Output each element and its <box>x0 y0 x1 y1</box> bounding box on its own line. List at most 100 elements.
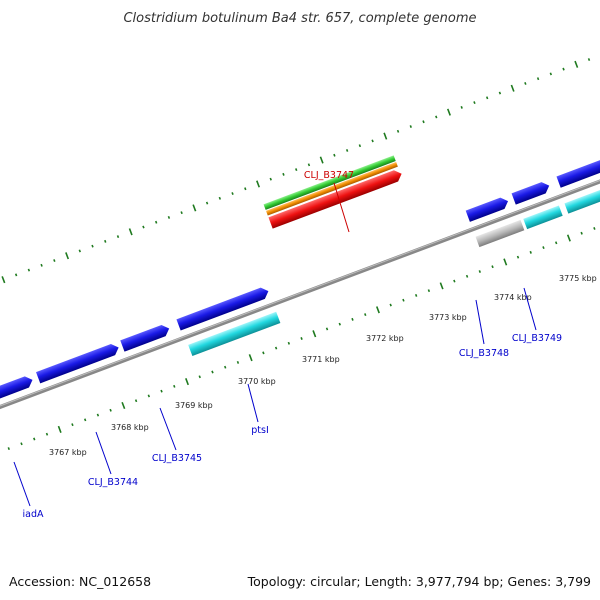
outer-ring-major-tick <box>256 180 261 188</box>
outer-ring-minor-tick <box>562 67 565 71</box>
gene-leaders <box>13 182 537 507</box>
outer-ring-major-tick <box>319 156 324 164</box>
inner-ring-major-tick <box>57 425 62 433</box>
inner-ring-minor-tick <box>211 370 214 374</box>
genome-backbone-highlight <box>0 166 600 414</box>
inner-ring-minor-tick <box>427 289 431 293</box>
inner-ring-minor-tick <box>580 231 583 235</box>
kbp-label-3767: 3767 kbp <box>49 448 87 457</box>
outer-ring-minor-tick <box>40 263 43 267</box>
outer-ring-minor-tick <box>473 101 476 105</box>
outer-ring-minor-tick <box>180 211 183 215</box>
kbp-axis: 3767 kbp 3768 kbp 3769 kbp 3770 kbp 3771… <box>49 274 597 457</box>
leader-iada <box>13 461 31 507</box>
genome-summary-text: Topology: circular; Length: 3,977,794 bp… <box>247 574 591 589</box>
outer-ring-minor-tick <box>295 168 298 172</box>
outer-ring-minor-tick <box>435 115 438 119</box>
outer-ring-minor-tick <box>53 259 56 262</box>
inner-ring-major-tick <box>312 330 317 338</box>
inner-ring-major-tick <box>121 401 126 410</box>
gene-label-clj-b3747[interactable]: CLJ_B3747 <box>304 170 354 181</box>
outer-ring-minor-tick <box>485 96 489 100</box>
inner-ring-minor-tick <box>109 408 112 412</box>
leader-clj-b3747 <box>333 182 350 233</box>
genome-title: Clostridium botulinum Ba4 str. 657, comp… <box>123 11 476 26</box>
inner-ring-minor-tick <box>147 394 151 398</box>
inner-ring-minor-tick <box>325 327 329 331</box>
kbp-label-3772: 3772 kbp <box>366 334 404 343</box>
outer-ring-major-tick <box>383 132 388 140</box>
gene-label-clj-b3744[interactable]: CLJ_B3744 <box>88 477 138 488</box>
kbp-label-3771: 3771 kbp <box>302 355 340 364</box>
outer-ring-minor-tick <box>205 201 209 205</box>
outer-ring-minor-tick <box>422 120 425 124</box>
gene-label-clj-b3745[interactable]: CLJ_B3745 <box>152 453 202 464</box>
inner-ring-minor-tick <box>287 341 291 345</box>
inner-ring-minor-tick <box>262 351 265 355</box>
inner-ring-minor-tick <box>7 447 10 451</box>
outer-ring-minor-tick <box>154 220 158 224</box>
leader-clj-b3749 <box>523 287 537 331</box>
inner-ring-minor-tick <box>555 241 558 245</box>
outer-ring-minor-tick <box>244 187 247 191</box>
gene-label-clj-b3748[interactable]: CLJ_B3748 <box>459 348 509 359</box>
outer-ring-minor-tick <box>218 196 222 200</box>
kbp-label-3773: 3773 kbp <box>429 313 467 322</box>
outer-ring-minor-tick <box>167 215 171 219</box>
gene-forward-3 <box>120 324 170 352</box>
outer-ring-minor-tick <box>498 91 502 95</box>
outer-ring-major-tick <box>192 204 197 212</box>
outer-ring-minor-tick <box>231 192 234 195</box>
inner-tick-ring <box>7 227 596 451</box>
gene-label-clj-b3749[interactable]: CLJ_B3749 <box>512 333 562 344</box>
inner-ring-minor-tick <box>173 384 176 388</box>
inner-ring-minor-tick <box>478 270 482 273</box>
inner-ring-minor-tick <box>529 250 532 254</box>
inner-ring-minor-tick <box>300 337 303 340</box>
outer-ring-minor-tick <box>282 172 285 176</box>
outer-ring-minor-tick <box>345 149 349 152</box>
inner-ring-minor-tick <box>465 274 469 278</box>
rna-gene-green <box>263 155 396 210</box>
gene-label-iada[interactable]: iadA <box>23 509 44 520</box>
outer-ring-minor-tick <box>524 82 527 85</box>
inner-ring-minor-tick <box>134 399 138 403</box>
outer-ring-minor-tick <box>307 163 311 167</box>
leader-ptsi <box>247 383 259 423</box>
inner-ring-major-tick <box>248 354 253 362</box>
outer-ring-major-tick <box>446 108 451 116</box>
gene-clj-b3749-cyan-2 <box>564 182 600 214</box>
outer-ring-minor-tick <box>371 139 374 143</box>
inner-ring-minor-tick <box>402 298 405 302</box>
inner-ring-minor-tick <box>542 246 545 250</box>
kbp-label-3770: 3770 kbp <box>238 377 276 386</box>
inner-ring-minor-tick <box>20 442 23 446</box>
leader-clj-b3745 <box>159 407 177 451</box>
outer-ring-minor-tick <box>269 177 272 181</box>
outer-ring-minor-tick <box>460 105 463 109</box>
leader-clj-b3748 <box>475 299 485 345</box>
outer-ring-minor-tick <box>536 77 540 81</box>
gene-forward-2 <box>36 343 119 384</box>
outer-ring-minor-tick <box>333 153 336 157</box>
inner-ring-minor-tick <box>364 313 367 317</box>
gene-forward-4 <box>176 287 269 331</box>
gene-clj-b3749-cyan-1 <box>523 205 563 230</box>
inner-ring-minor-tick <box>160 389 163 393</box>
inner-ring-minor-tick <box>453 279 456 283</box>
inner-ring-major-tick <box>566 234 571 242</box>
outer-ring-minor-tick <box>27 268 31 272</box>
outer-tick-ring <box>1 58 591 284</box>
inner-ring-minor-tick <box>516 255 520 259</box>
inner-ring-minor-tick <box>414 293 418 297</box>
outer-ring-minor-tick <box>142 225 145 229</box>
gene-label-ptsi[interactable]: ptsI <box>251 425 269 436</box>
kbp-label-3769: 3769 kbp <box>175 401 213 410</box>
outer-ring-major-tick <box>1 276 6 284</box>
inner-ring-minor-tick <box>491 265 494 269</box>
kbp-label-3774: 3774 kbp <box>494 293 532 302</box>
inner-ring-minor-tick <box>71 423 74 427</box>
inner-ring-major-tick <box>185 378 189 386</box>
inner-ring-minor-tick <box>33 437 36 441</box>
